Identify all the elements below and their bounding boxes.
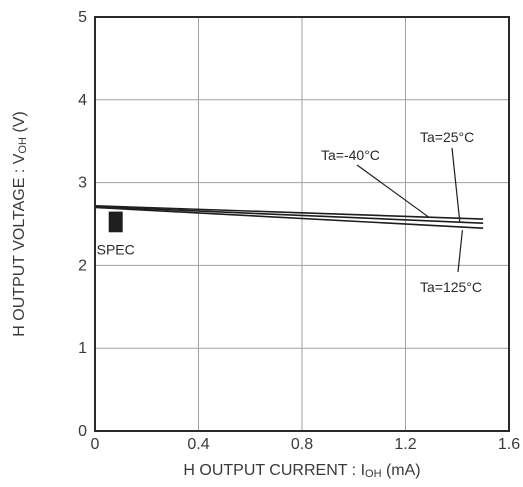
series-label-ta125c: Ta=125°C <box>420 279 482 295</box>
x-tick-label: 0 <box>91 436 100 453</box>
y-tick-label: 5 <box>78 9 87 26</box>
grid-layer <box>95 17 509 431</box>
spec-marker <box>108 211 123 233</box>
x-axis-title: H OUTPUT CURRENT : IOH (mA) <box>183 462 420 480</box>
plot-frame <box>94 16 510 432</box>
y-axis-title-unit: (V) <box>11 111 28 137</box>
y-tick-label: 1 <box>78 340 87 357</box>
series-label-ta25c: Ta=25°C <box>420 129 474 145</box>
y-tick-labels: 0 1 2 3 4 5 <box>78 9 87 440</box>
leader-line-ta125c <box>457 229 464 273</box>
x-tick-label: 0.8 <box>291 436 313 453</box>
annotation-layer: Ta=-40°C Ta=25°C Ta=125°C <box>321 129 482 295</box>
series-line-ta-40-c <box>94 204 484 220</box>
y-tick-label: 0 <box>78 423 87 440</box>
leader-line-ta-40c <box>356 164 430 218</box>
series-line-ta-125-c <box>94 206 484 229</box>
spec-label: SPEC <box>97 241 135 257</box>
y-axis-title-main: H OUTPUT VOLTAGE : V <box>11 153 28 336</box>
leader-line-ta25c <box>451 147 461 223</box>
series-label-ta-40c: Ta=-40°C <box>321 147 380 163</box>
y-axis-title-subscript: OH <box>17 137 29 154</box>
x-tick-labels: 0 0.4 0.8 1.2 1.6 <box>91 436 521 453</box>
y-axis-title: H OUTPUT VOLTAGE : VOH (V) <box>11 111 29 336</box>
x-axis-title-main: H OUTPUT CURRENT : I <box>183 462 365 479</box>
spec-layer: SPEC <box>97 211 135 257</box>
y-tick-label: 3 <box>78 175 87 192</box>
series-line-ta-25-c <box>94 205 484 224</box>
x-tick-label: 1.2 <box>394 436 416 453</box>
y-tick-label: 2 <box>78 257 87 274</box>
x-axis-title-subscript: OH <box>365 468 382 480</box>
x-axis-title-unit: (mA) <box>382 462 421 479</box>
series-layer <box>94 204 484 229</box>
x-tick-label: 1.6 <box>498 436 520 453</box>
x-tick-label: 0.4 <box>187 436 209 453</box>
y-tick-label: 4 <box>78 92 87 109</box>
